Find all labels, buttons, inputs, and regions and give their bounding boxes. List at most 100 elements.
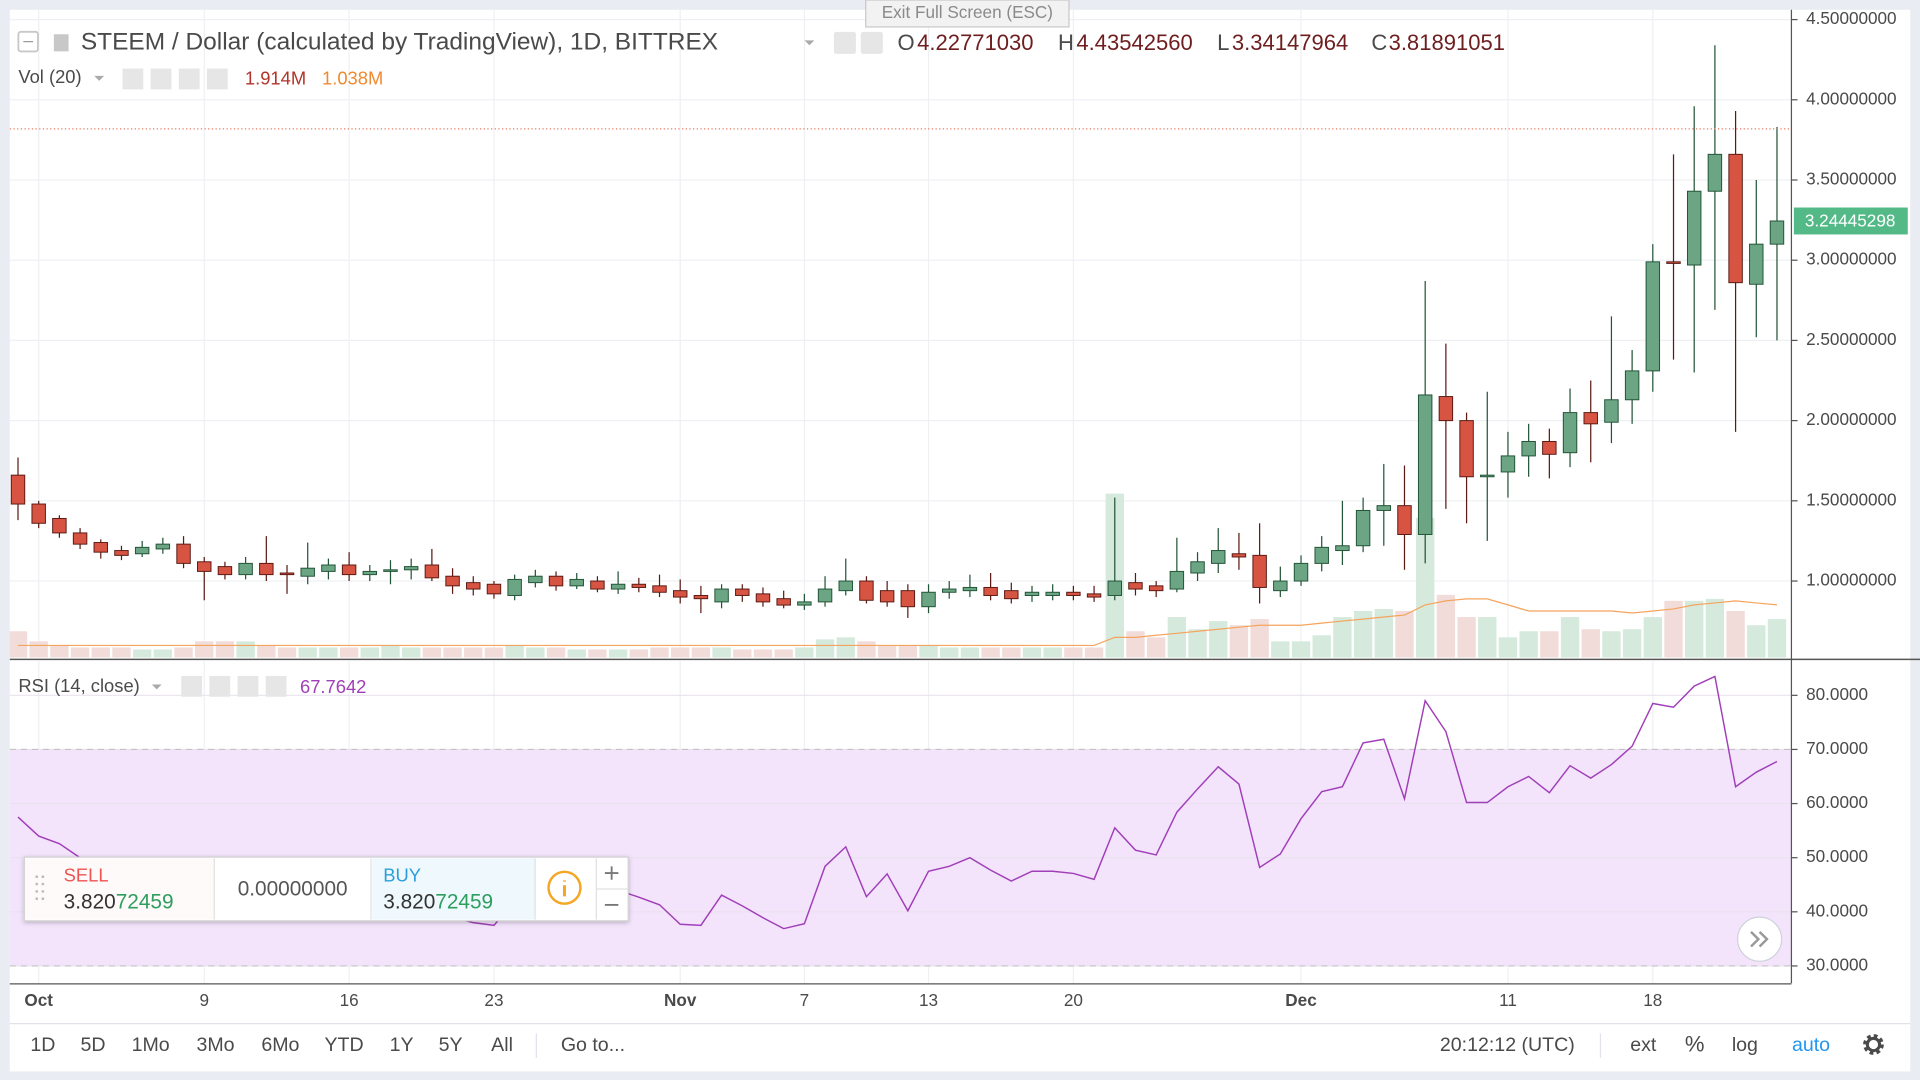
eye-icon[interactable] [833, 31, 856, 54]
buy-label: BUY [383, 865, 421, 886]
range-button[interactable]: YTD [324, 1034, 363, 1056]
close-label: C [1371, 30, 1387, 55]
candle-body [983, 586, 998, 596]
volume-bar [1498, 637, 1518, 658]
volume-legend-value: 1.914M [245, 67, 306, 88]
volume-bar [1022, 647, 1042, 658]
remove-icon[interactable] [265, 675, 287, 697]
volume-bar [1457, 617, 1476, 658]
eye-icon[interactable] [122, 68, 144, 90]
eye-icon[interactable] [181, 675, 203, 697]
range-button[interactable]: 1Y [390, 1034, 414, 1056]
tooltip: Exit Full Screen (ESC) [882, 2, 1053, 22]
range-button[interactable]: 6Mo [261, 1034, 299, 1056]
volume-bar [733, 649, 752, 658]
dropdown-icon[interactable] [94, 75, 105, 81]
volume-bar [898, 645, 918, 658]
volume-bar [795, 647, 814, 658]
candle-body [1562, 412, 1578, 454]
volume-bar [1084, 647, 1104, 658]
volume-bar [629, 649, 648, 658]
add-icon[interactable] [178, 68, 200, 90]
candle-body [1500, 455, 1516, 473]
volume-bar [1416, 517, 1435, 658]
trade-widget: SELL 3.82072459 0.00000000 BUY 3.8207245… [23, 856, 629, 922]
volume-bar [422, 647, 442, 658]
volume [9, 493, 1787, 658]
settings-icon[interactable] [209, 675, 231, 697]
candle-body [424, 564, 440, 579]
dropdown-icon[interactable] [804, 40, 815, 46]
settings-icon[interactable] [860, 31, 883, 54]
volume-bar [319, 647, 338, 658]
volume-bar [153, 649, 173, 658]
collapse-icon[interactable] [17, 30, 39, 53]
candle-body [838, 580, 853, 592]
plus-button[interactable] [604, 866, 619, 880]
add-icon[interactable] [237, 675, 259, 697]
y-tick-label: 3.00000000 [1806, 249, 1896, 269]
candle-body [693, 594, 709, 600]
auto-button[interactable]: auto [1792, 1034, 1830, 1056]
volume-bar [1250, 619, 1269, 658]
y-tick-label: 1.50000000 [1806, 489, 1896, 509]
candle-body [1604, 399, 1619, 423]
range-button[interactable]: 1Mo [132, 1034, 170, 1056]
range-button[interactable]: 5Y [439, 1034, 463, 1056]
range-button[interactable]: 5D [81, 1034, 106, 1056]
candle-body [1686, 190, 1702, 266]
sell-label: SELL [64, 865, 109, 886]
percent-button[interactable]: % [1685, 1032, 1705, 1057]
range-button[interactable]: All [491, 1034, 513, 1056]
remove-icon[interactable] [206, 68, 228, 90]
volume-bar [1312, 635, 1331, 658]
info-button[interactable] [547, 870, 582, 905]
low-label: L [1217, 30, 1229, 55]
volume-bar [215, 641, 235, 658]
volume-bar [70, 647, 90, 658]
candle-body [1273, 580, 1288, 592]
drag-handle[interactable] [35, 875, 45, 900]
sell-section[interactable] [25, 858, 215, 920]
spread: 0.00000000 [238, 878, 348, 901]
volume-bar [1291, 641, 1311, 658]
candle-body [466, 582, 481, 590]
goto-button[interactable]: Go to... [561, 1034, 625, 1056]
volume-bar [402, 647, 421, 658]
candle-body [1335, 545, 1350, 552]
y-tick-label: 4.50000000 [1806, 8, 1896, 28]
candle-body [1128, 582, 1143, 590]
volume-title[interactable]: Vol (20) [18, 66, 81, 87]
candle-body [962, 586, 978, 592]
candle-body [652, 585, 667, 593]
x-tick-label: 11 [1499, 990, 1517, 1010]
candle-body [321, 564, 336, 572]
log-button[interactable]: log [1732, 1034, 1758, 1056]
ext-button[interactable]: ext [1630, 1034, 1657, 1056]
y-tick-label: 2.00000000 [1806, 409, 1896, 429]
candle-body [1190, 561, 1205, 574]
settings-icon[interactable] [150, 68, 172, 90]
dropdown-icon[interactable] [151, 684, 162, 690]
volume-bar [298, 647, 317, 658]
rsi-title[interactable]: RSI (14, close) [18, 675, 139, 696]
candle-body [859, 580, 874, 601]
volume-bar [1664, 600, 1683, 658]
candle-body [1066, 591, 1081, 596]
volume-bar [1540, 631, 1559, 658]
volume-bar [1705, 598, 1725, 658]
clock: 20:12:12 (UTC) [1440, 1034, 1575, 1056]
candle-body [900, 590, 916, 608]
volume-ma-line [18, 598, 1778, 647]
range-button[interactable]: 1D [30, 1034, 55, 1056]
candle-body [1707, 153, 1723, 192]
y-tick-label: 50.0000 [1806, 846, 1868, 866]
range-button[interactable]: 3Mo [196, 1034, 234, 1056]
candle-body [1107, 580, 1123, 596]
symbol-title[interactable]: STEEM / Dollar (calculated by TradingVie… [81, 28, 718, 55]
candle-body [817, 588, 833, 603]
volume-bar [712, 647, 731, 658]
x-tick-label: 23 [484, 990, 503, 1010]
candle-body [672, 590, 688, 598]
buy-section[interactable] [372, 858, 536, 920]
